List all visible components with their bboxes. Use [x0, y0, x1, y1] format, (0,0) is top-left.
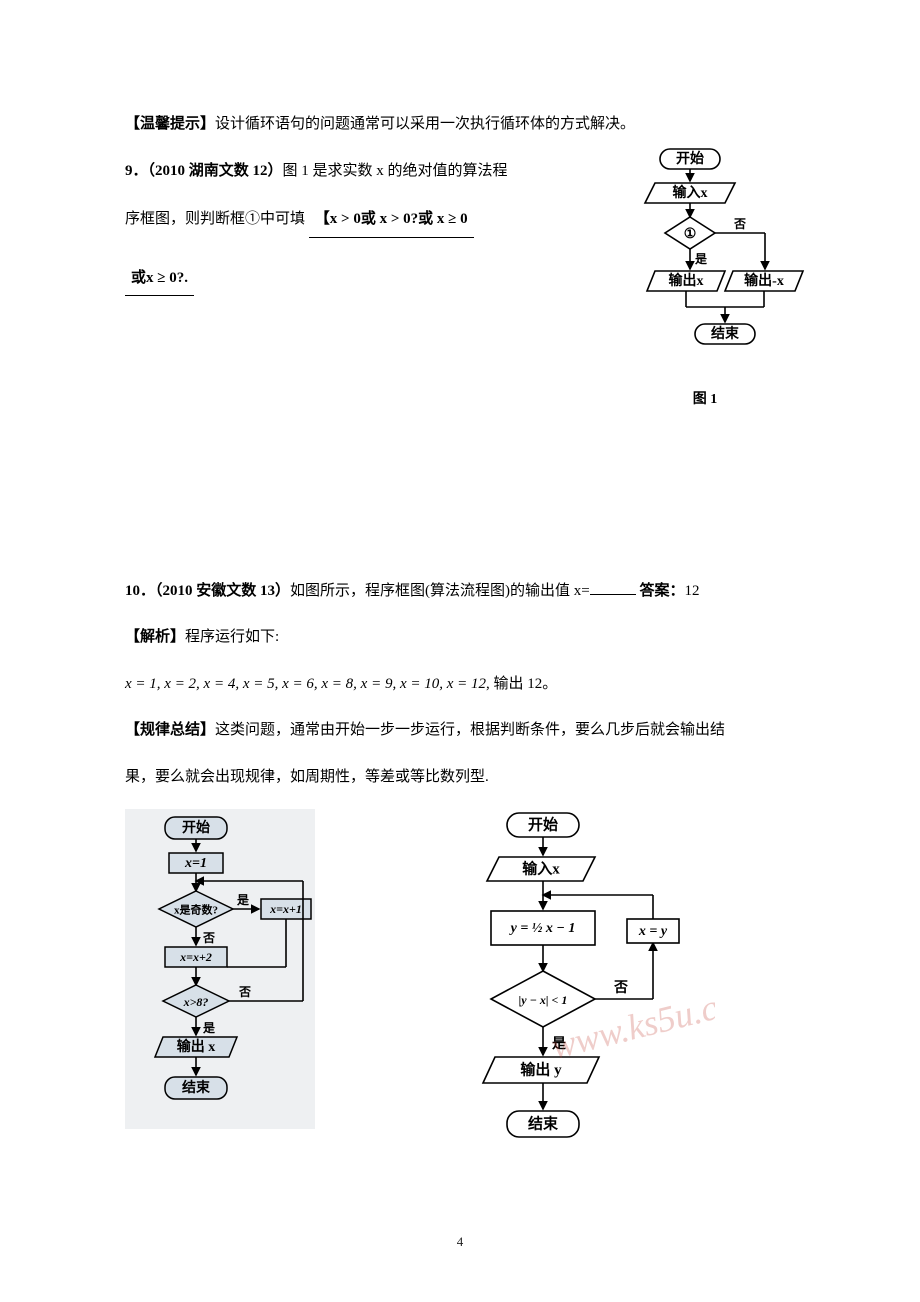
- fl-x1: x=1: [184, 856, 207, 871]
- hint-label: 【温馨提示】: [125, 116, 215, 132]
- fl-no1: 否: [202, 931, 215, 945]
- hint-text: 设计循环语句的问题通常可以采用一次执行循环体的方式解决。: [215, 116, 635, 132]
- fl-no2: 否: [238, 985, 251, 999]
- fc-start: 开始: [676, 150, 704, 167]
- q9-answer1: 【x > 0或 x > 0?或 x ≥ 0: [309, 203, 474, 236]
- flowchart-row: 开始 x=1 x是奇数? 是 x=x+1 否 x=x+2: [125, 809, 795, 1194]
- fl-cond8: x>8?: [183, 995, 209, 1009]
- fc-yes: 是: [694, 251, 708, 265]
- q9-desc2: 序框图，则判断框①中可填: [125, 211, 305, 227]
- fl-odd: x是奇数?: [174, 903, 218, 917]
- figure-right: 开始 输入x y = ½ x − 1 |y − x| < 1 否 x: [435, 809, 715, 1194]
- q10-seq: x = 1, x = 2, x = 4, x = 5, x = 6, x = 8…: [125, 670, 795, 699]
- q10-rule-line1: 【规律总结】这类问题，通常由开始一步一步运行，根据判断条件，要么几步后就会输出结: [125, 716, 795, 745]
- q10-seq-math: x = 1, x = 2, x = 4, x = 5, x = 6, x = 8…: [125, 676, 486, 692]
- fr-end: 结束: [528, 1114, 559, 1132]
- flowchart-right: 开始 输入x y = ½ x − 1 |y − x| < 1 否 x: [435, 809, 715, 1189]
- q10-blank: [590, 579, 636, 595]
- q9-num: 9．: [125, 163, 148, 179]
- fc-input: 输入x: [673, 184, 708, 201]
- fl-xpp: x=x+1: [269, 902, 302, 916]
- fl-yes2: 是: [202, 1021, 216, 1035]
- q10-rule-text1: 这类问题，通常由开始一步一步运行，根据判断条件，要么几步后就会输出结: [215, 722, 725, 738]
- fl-start: 开始: [182, 819, 210, 836]
- q10-num: 10．: [125, 583, 155, 599]
- fc-outnx: 输出-x: [744, 272, 784, 289]
- q9-desc1: 图 1 是求实数 x 的绝对值的算法程: [283, 163, 508, 179]
- fr-input: 输入x: [522, 859, 560, 877]
- fc-end: 结束: [711, 325, 740, 342]
- hint-paragraph: 【温馨提示】设计循环语句的问题通常可以采用一次执行循环体的方式解决。: [125, 110, 795, 139]
- fc-cond: ①: [684, 227, 697, 242]
- q9-line3: 或x ≥ 0?.: [125, 262, 565, 295]
- q10-parse-text: 程序运行如下:: [185, 629, 279, 645]
- figure-1: 开始 输入x ① 否 是 输出x: [605, 147, 805, 408]
- question-9-block: 9．（2010 湖南文数 12）图 1 是求实数 x 的绝对值的算法程 序框图，…: [125, 157, 795, 457]
- q10-parse-label: 【解析】: [125, 629, 185, 645]
- q10-rule-label: 【规律总结】: [125, 722, 215, 738]
- fr-cond: |y − x| < 1: [519, 993, 568, 1007]
- fc-no: 否: [733, 216, 746, 230]
- figure-1-caption: 图 1: [605, 388, 805, 408]
- fr-start: 开始: [528, 815, 558, 833]
- q9-line1: 9．（2010 湖南文数 12）图 1 是求实数 x 的绝对值的算法程: [125, 157, 565, 186]
- fl-xp2: x=x+2: [179, 950, 212, 964]
- page-number: 4: [125, 1234, 795, 1250]
- q9-answer2: 或x ≥ 0?.: [125, 262, 194, 295]
- q10-desc: 如图所示，程序框图(算法流程图)的输出值 x=: [290, 583, 590, 599]
- q10-parse-line: 【解析】程序运行如下:: [125, 623, 795, 652]
- fl-yes1: 是: [236, 893, 250, 907]
- fr-assign: x = y: [638, 924, 668, 939]
- flowchart-abs: 开始 输入x ① 否 是 输出x: [605, 147, 805, 377]
- flowchart-left: 开始 x=1 x是奇数? 是 x=x+1 否 x=x+2: [125, 809, 315, 1129]
- q10-ans-label: 答案：: [639, 583, 684, 599]
- q10-line1: 10．（2010 安徽文数 13）如图所示，程序框图(算法流程图)的输出值 x=…: [125, 577, 795, 606]
- q9-source: （2010 湖南文数 12）: [148, 163, 283, 179]
- q10-seq-tail: , 输出 12。: [486, 676, 557, 692]
- fc-outx: 输出x: [669, 272, 704, 289]
- figure-left: 开始 x=1 x是奇数? 是 x=x+1 否 x=x+2: [125, 809, 315, 1134]
- q10-ans: 12: [685, 583, 700, 599]
- q10-source: （2010 安徽文数 13）: [155, 583, 290, 599]
- fr-calc: y = ½ x − 1: [509, 921, 576, 936]
- fl-out: 输出 x: [177, 1038, 216, 1055]
- q9-line2: 序框图，则判断框①中可填 【x > 0或 x > 0?或 x ≥ 0: [125, 203, 565, 236]
- fl-end: 结束: [182, 1079, 211, 1096]
- fr-no: 否: [613, 980, 628, 996]
- q10-rule-line2: 果，要么就会出现规律，如周期性，等差或等比数列型.: [125, 763, 795, 792]
